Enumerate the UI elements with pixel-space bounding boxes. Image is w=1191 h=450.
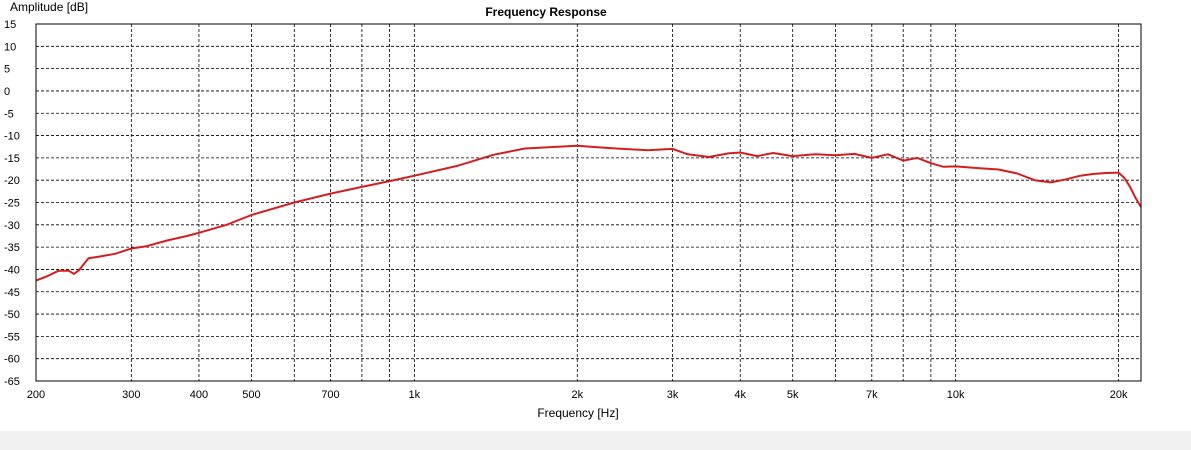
y-tick-label: -65: [4, 376, 20, 388]
x-tick-label: 4k: [734, 389, 746, 401]
x-axis-label: Frequency [Hz]: [537, 406, 618, 420]
y-tick-label: -30: [4, 220, 20, 232]
x-tick-label: 2k: [571, 389, 583, 401]
x-tick-label: 7k: [866, 389, 878, 401]
y-tick-label: -60: [4, 354, 20, 366]
y-tick-label: 15: [4, 19, 16, 31]
y-tick-label: -35: [4, 242, 20, 254]
y-tick-label: -45: [4, 287, 20, 299]
chart-panel: 15 10 5 0 -5 -10 -15 -20 -25 -30 -35 -40 -45 -50 -55 -6…: [0, 0, 1191, 431]
y-tick-labels: 15 10 5 0 -5 -10 -15 -20 -25 -30 -35 -40 -45 -50 -55 -6…: [4, 19, 20, 388]
x-tick-label: 10k: [947, 389, 965, 401]
x-tick-label: 400: [190, 389, 208, 401]
frequency-response-chart: 15 10 5 0 -5 -10 -15 -20 -25 -30 -35 -40 -45 -50 -55 -6…: [4, 0, 1142, 420]
x-tick-label: 1k: [409, 389, 421, 401]
x-tick-label: 700: [321, 389, 339, 401]
x-tick-label: 3k: [667, 389, 679, 401]
y-tick-label: 5: [4, 64, 10, 76]
x-tick-label: 300: [122, 389, 140, 401]
y-tick-label: -40: [4, 264, 20, 276]
plot-frame: [35, 23, 1142, 382]
y-tick-label: -55: [4, 331, 20, 343]
y-tick-label: -50: [4, 309, 20, 321]
y-tick-label: -5: [4, 108, 14, 120]
y-tick-label: -10: [4, 131, 20, 143]
y-tick-label: -25: [4, 198, 20, 210]
x-tick-label: 500: [242, 389, 260, 401]
y-tick-label: 0: [4, 86, 10, 98]
x-tick-label: 200: [27, 389, 45, 401]
y-tick-label: -15: [4, 153, 20, 165]
x-tick-labels: 200 300 400 500 700 1k 2k 3k 4k 5k 7k 10k 20k: [27, 389, 1128, 401]
y-axis-label: Amplitude [dB]: [10, 0, 88, 14]
y-tick-label: 10: [4, 41, 16, 53]
x-tick-label: 5k: [787, 389, 799, 401]
grid-layer: [35, 23, 1141, 382]
y-tick-label: -20: [4, 175, 20, 187]
x-tick-label: 20k: [1110, 389, 1128, 401]
chart-title: Frequency Response: [485, 5, 607, 19]
series-line: [35, 144, 1142, 282]
